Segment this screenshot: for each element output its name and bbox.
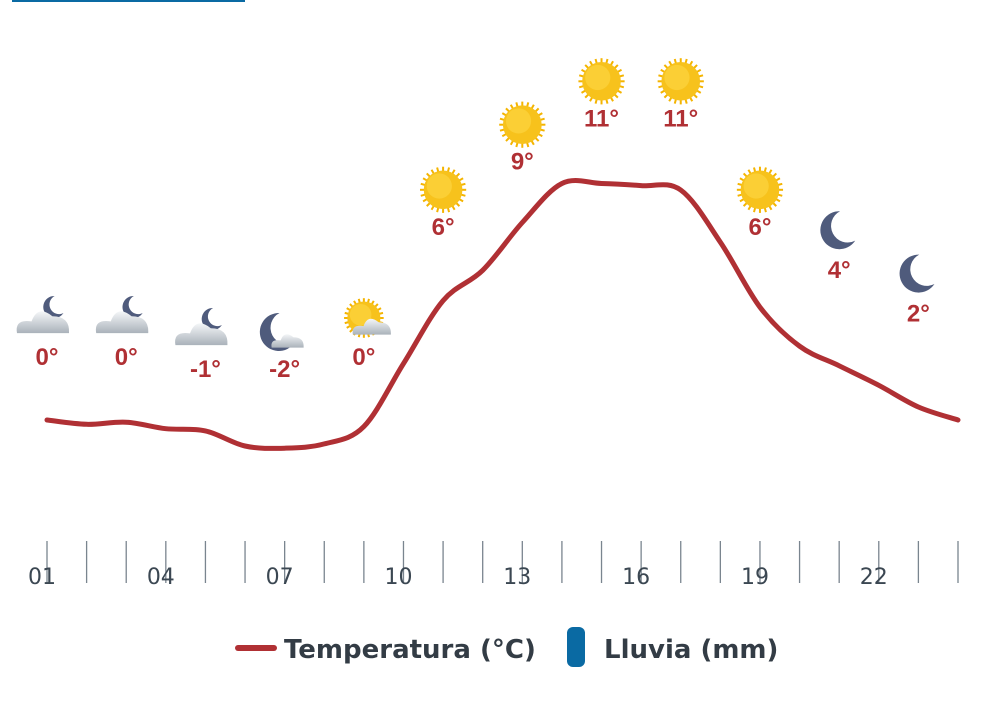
- moon-icon: [899, 254, 935, 293]
- temperature-label: 0°: [36, 344, 59, 371]
- temperature-label: 0°: [115, 344, 138, 371]
- temperature-label: -1°: [190, 356, 221, 383]
- temperature-label: -2°: [269, 356, 300, 383]
- temperature-label: 11°: [663, 105, 698, 132]
- cloud-moon-icon: [16, 295, 70, 334]
- cloud-moon-icon: [175, 307, 228, 346]
- temperature-line: [44, 178, 961, 451]
- legend: Temperatura (°C) Lluvia (mm): [235, 627, 778, 667]
- legend-rain-label: Lluvia (mm): [604, 635, 778, 665]
- sun-cloud-icon: [344, 298, 391, 338]
- temperature-label: 6°: [748, 214, 771, 241]
- temperature-label: 2°: [907, 301, 930, 328]
- temperature-label: 9°: [511, 149, 534, 176]
- cloud-moon-icon: [95, 295, 149, 334]
- x-tick-label: 10: [384, 565, 412, 590]
- x-tick-label: 16: [622, 565, 650, 590]
- moon-icon: [820, 211, 856, 250]
- legend-rain-swatch: [567, 627, 585, 667]
- temperature-labels: 0° 0° -1° -2° 0° 6° 9° 11° 11° 6° 4° 2°: [36, 105, 930, 383]
- legend-temperature-label: Temperatura (°C): [284, 635, 536, 665]
- sun-icon: [419, 166, 467, 213]
- x-tick-label: 22: [860, 565, 888, 590]
- moon-cloud-icon: [259, 312, 304, 351]
- x-tick-label: 07: [266, 565, 294, 590]
- sun-icon: [657, 58, 704, 105]
- weather-icons: [16, 58, 935, 351]
- temperature-label: 4°: [828, 257, 851, 284]
- sun-icon: [578, 58, 625, 105]
- temperature-label: 0°: [352, 344, 375, 371]
- sun-icon: [736, 166, 784, 213]
- x-axis: 01 04 07 10 13 16 19 22: [28, 541, 959, 590]
- sun-icon: [499, 101, 546, 148]
- x-tick-label: 13: [503, 565, 531, 590]
- temperature-label: 11°: [584, 105, 619, 132]
- x-tick-label: 01: [28, 565, 56, 590]
- temperature-label: 6°: [432, 214, 455, 241]
- x-tick-label: 04: [147, 565, 175, 590]
- x-tick-label: 19: [741, 565, 769, 590]
